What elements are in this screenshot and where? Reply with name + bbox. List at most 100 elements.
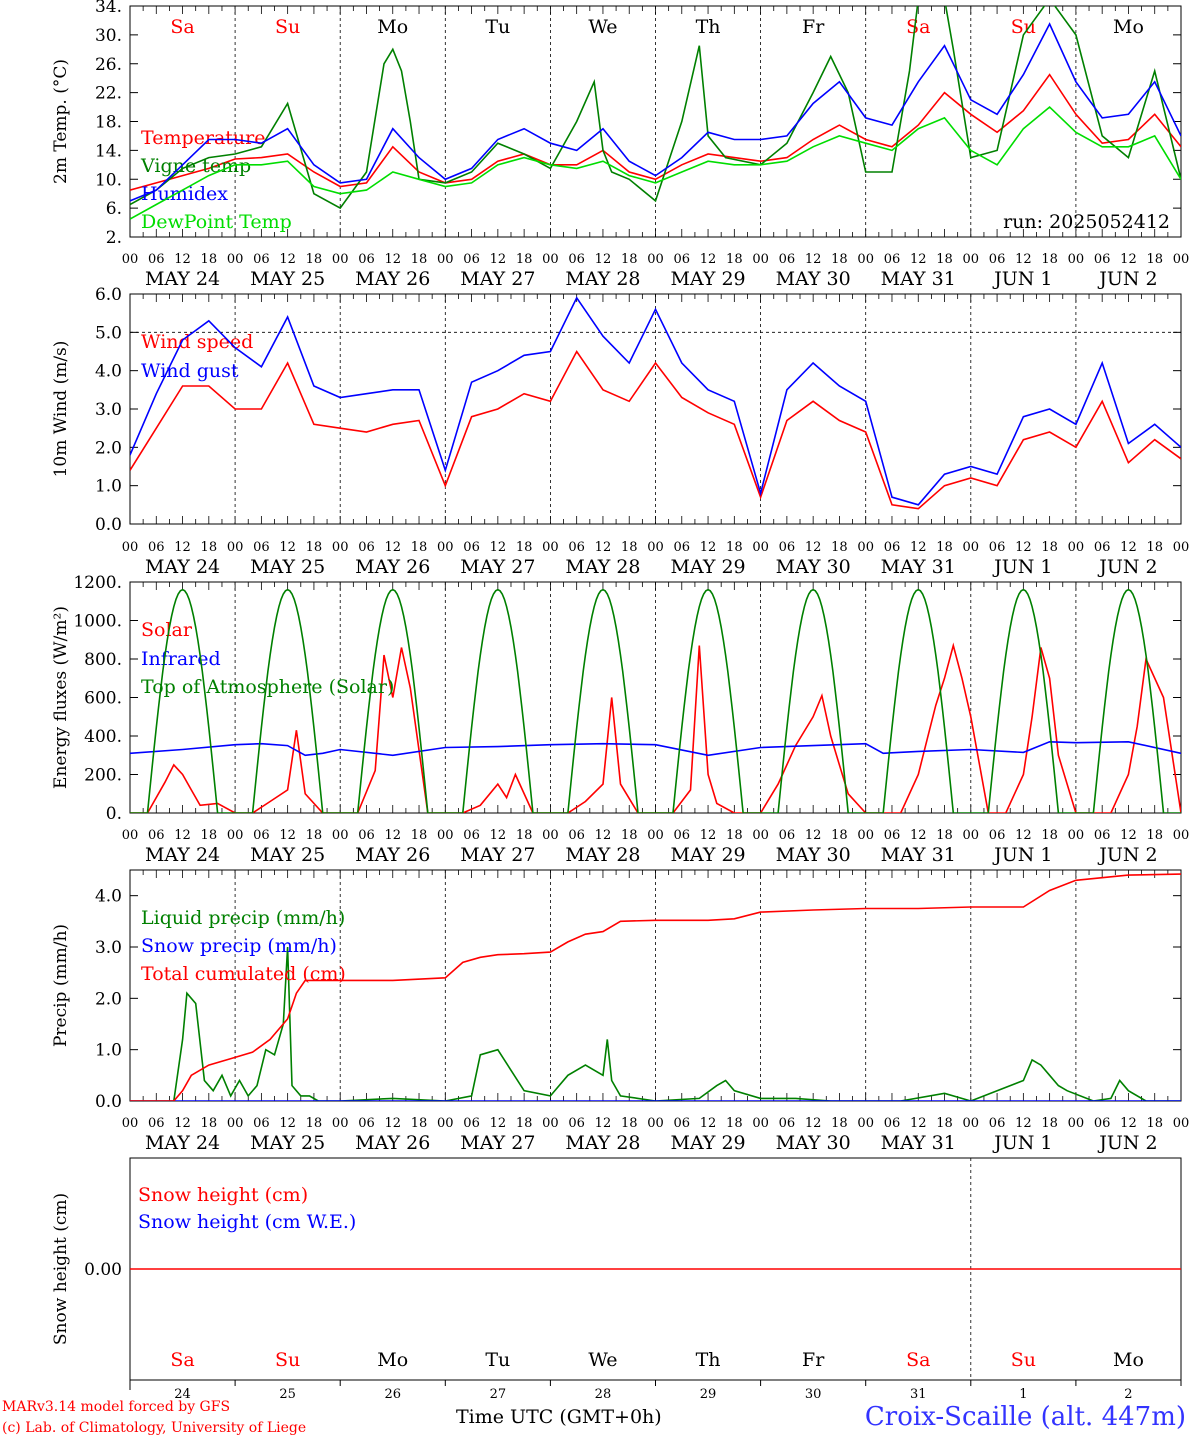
hour-tick-label: 06 bbox=[253, 252, 270, 267]
date-label: MAY 29 bbox=[670, 844, 745, 866]
date-label: JUN 1 bbox=[992, 1132, 1052, 1154]
hour-tick-label: 18 bbox=[831, 252, 848, 267]
hour-tick-label: 12 bbox=[174, 540, 191, 555]
hour-tick-label: 18 bbox=[1041, 252, 1058, 267]
hour-tick-label: 06 bbox=[148, 540, 165, 555]
hour-tick-label: 18 bbox=[1041, 540, 1058, 555]
hour-tick-label: 12 bbox=[174, 828, 191, 843]
hour-tick-label: 12 bbox=[1015, 252, 1032, 267]
hour-tick-label: 18 bbox=[1146, 252, 1163, 267]
weekday-label: Sa bbox=[170, 16, 194, 38]
date-label: JUN 2 bbox=[1097, 268, 1157, 290]
hour-tick-label: 06 bbox=[674, 540, 691, 555]
hour-tick-label: 00 bbox=[332, 252, 349, 267]
hour-tick-label: 06 bbox=[779, 1116, 796, 1131]
hour-tick-label: 06 bbox=[884, 1116, 901, 1131]
hour-tick-label: 00 bbox=[542, 1116, 559, 1131]
hour-tick-label: 18 bbox=[411, 252, 428, 267]
y-tick-label: 34. bbox=[95, 0, 122, 17]
hour-tick-label: 06 bbox=[358, 1116, 375, 1131]
bottom-day-number: 1 bbox=[1019, 1387, 1027, 1402]
date-label: MAY 25 bbox=[250, 844, 325, 866]
hour-tick-label: 12 bbox=[174, 1116, 191, 1131]
hour-tick-label: 12 bbox=[1015, 1116, 1032, 1131]
series-line-vigne-temp bbox=[130, 6, 1181, 210]
hour-tick-label: 00 bbox=[542, 252, 559, 267]
date-label: JUN 2 bbox=[1097, 556, 1157, 578]
hour-tick-label: 00 bbox=[542, 828, 559, 843]
date-label: MAY 29 bbox=[670, 1132, 745, 1154]
date-label: MAY 24 bbox=[145, 268, 220, 290]
series-line-total-cumulated-cm- bbox=[130, 873, 1181, 1101]
hour-tick-label: 00 bbox=[963, 828, 980, 843]
weekday-label: Th bbox=[696, 16, 721, 38]
hour-tick-label: 18 bbox=[726, 1116, 743, 1131]
hour-tick-label: 18 bbox=[621, 252, 638, 267]
y-tick-label: 6. bbox=[106, 199, 122, 219]
hour-tick-label: 00 bbox=[437, 252, 454, 267]
hour-tick-label: 06 bbox=[358, 540, 375, 555]
hour-tick-label: 06 bbox=[884, 252, 901, 267]
hour-tick-label: 12 bbox=[1015, 540, 1032, 555]
hour-tick-label: 12 bbox=[1120, 1116, 1137, 1131]
hour-tick-label: 06 bbox=[674, 828, 691, 843]
y-axis-label: 10m Wind (m/s) bbox=[51, 341, 71, 478]
weekday-label: Su bbox=[275, 16, 300, 38]
y-tick-label: 4.0 bbox=[95, 362, 122, 382]
hour-tick-label: 00 bbox=[647, 252, 664, 267]
panel-temp: 34. 30. 26. 22. 18. 14. 10. 6. 2. 2m Temp. (°C) 00… bbox=[51, 0, 1189, 290]
hour-tick-label: 12 bbox=[490, 828, 507, 843]
hour-tick-label: 12 bbox=[1120, 252, 1137, 267]
hour-tick-label: 06 bbox=[884, 828, 901, 843]
hour-tick-label: 12 bbox=[384, 1116, 401, 1131]
hour-tick-label: 00 bbox=[857, 1116, 874, 1131]
hour-tick-label: 18 bbox=[726, 540, 743, 555]
hour-tick-label: 00 bbox=[1068, 1116, 1085, 1131]
y-tick-label: 3.0 bbox=[95, 938, 122, 958]
weekday-label: Mo bbox=[1113, 16, 1144, 38]
hour-tick-label: 06 bbox=[568, 540, 585, 555]
hour-tick-label: 18 bbox=[201, 252, 218, 267]
hour-tick-label: 00 bbox=[437, 828, 454, 843]
series-line-humidex bbox=[130, 22, 1181, 202]
hour-tick-label: 06 bbox=[568, 1116, 585, 1131]
hour-tick-label: 18 bbox=[306, 252, 323, 267]
hour-tick-label: 00 bbox=[752, 252, 769, 267]
y-tick-label: 0.0 bbox=[95, 1092, 122, 1112]
hour-tick-label: 00 bbox=[227, 540, 244, 555]
weekday-label: Tu bbox=[485, 16, 510, 38]
y-tick-label: 400. bbox=[84, 727, 122, 747]
hour-tick-label: 18 bbox=[411, 1116, 428, 1131]
hour-tick-label: 18 bbox=[831, 540, 848, 555]
hour-tick-label: 12 bbox=[490, 540, 507, 555]
date-label: MAY 28 bbox=[565, 1132, 640, 1154]
hour-tick-label: 06 bbox=[884, 540, 901, 555]
hour-tick-label: 18 bbox=[621, 828, 638, 843]
weekday-label: Fr bbox=[802, 16, 825, 38]
hour-tick-label: 06 bbox=[568, 252, 585, 267]
date-label: JUN 1 bbox=[992, 268, 1052, 290]
date-label: MAY 27 bbox=[460, 268, 535, 290]
date-label: JUN 2 bbox=[1097, 844, 1157, 866]
hour-tick-label: 18 bbox=[936, 252, 953, 267]
weekday-label: Su bbox=[275, 1349, 300, 1371]
bottom-day-number: 25 bbox=[279, 1387, 296, 1402]
weekday-label: Th bbox=[696, 1349, 721, 1371]
weekday-label: Mo bbox=[377, 1349, 408, 1371]
date-label: MAY 31 bbox=[881, 1132, 956, 1154]
hour-tick-label: 06 bbox=[253, 1116, 270, 1131]
date-label: MAY 25 bbox=[250, 268, 325, 290]
hour-tick-label: 00 bbox=[647, 1116, 664, 1131]
date-label: MAY 31 bbox=[881, 844, 956, 866]
date-label: MAY 28 bbox=[565, 268, 640, 290]
hour-tick-label: 12 bbox=[490, 252, 507, 267]
series-line-solar bbox=[130, 642, 1181, 813]
hour-tick-label: 06 bbox=[148, 252, 165, 267]
date-label: JUN 1 bbox=[992, 844, 1052, 866]
bottom-day-number: 26 bbox=[384, 1387, 401, 1402]
hour-tick-label: 06 bbox=[1094, 540, 1111, 555]
y-axis-label: Energy fluxes (W/m²) bbox=[51, 606, 71, 789]
legend-entry: Snow height (cm) bbox=[138, 1184, 308, 1206]
